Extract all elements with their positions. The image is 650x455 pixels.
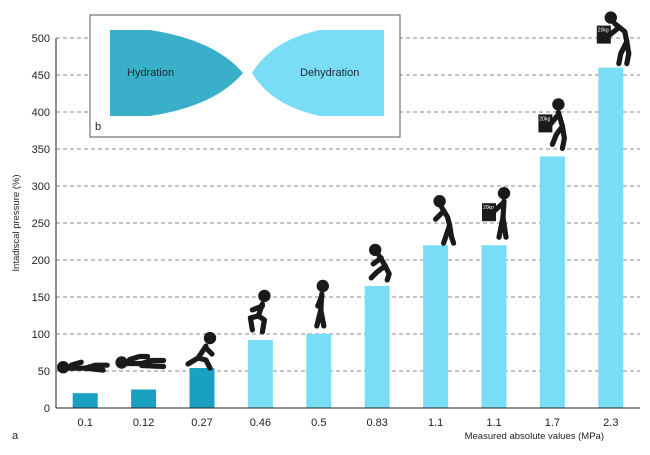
posture-lying-supine-icon bbox=[57, 359, 110, 374]
y-tick-label: 200 bbox=[32, 255, 50, 267]
bar bbox=[481, 245, 507, 408]
y-tick-label: 150 bbox=[32, 292, 50, 304]
figure-head bbox=[369, 243, 382, 257]
bar bbox=[247, 339, 273, 408]
panel-label-a: a bbox=[12, 430, 19, 442]
figure-limb bbox=[370, 255, 384, 267]
x-tick-label: 0.46 bbox=[250, 417, 271, 429]
bar bbox=[598, 67, 624, 408]
figure-limb bbox=[255, 313, 267, 335]
bar bbox=[364, 285, 390, 408]
posture-lying-side-icon bbox=[115, 353, 167, 370]
figure-head bbox=[115, 356, 128, 369]
x-tick-label: 2.3 bbox=[603, 417, 618, 429]
posture-sitting-bent-weight-icon: 20kg bbox=[538, 98, 568, 151]
bars bbox=[72, 67, 624, 408]
weight-label: 20kg bbox=[483, 205, 494, 211]
posture-reclined-sitting-icon bbox=[185, 331, 217, 371]
x-tick-label: 0.12 bbox=[133, 417, 154, 429]
dehydration-label: Dehydration bbox=[300, 67, 359, 79]
figure-head bbox=[433, 195, 446, 208]
figure-head bbox=[316, 279, 329, 293]
figure-limb bbox=[203, 345, 215, 357]
dehydrated-disc-shape bbox=[252, 30, 384, 116]
figure-limb bbox=[126, 353, 151, 363]
figure-head bbox=[203, 331, 217, 345]
figure-limb bbox=[138, 362, 167, 370]
posture-standing-icon bbox=[314, 279, 329, 329]
figure-head bbox=[258, 289, 271, 303]
figure-head bbox=[604, 11, 617, 24]
figure-limb bbox=[249, 303, 265, 313]
y-tick-label: 250 bbox=[32, 218, 50, 230]
y-tick-label: 100 bbox=[32, 329, 50, 341]
y-tick-label: 50 bbox=[38, 366, 50, 378]
bar bbox=[72, 393, 98, 408]
x-tick-label: 0.27 bbox=[191, 417, 212, 429]
figure-limb bbox=[433, 208, 447, 222]
x-axis-title: Measured absolute values (MPa) bbox=[465, 431, 604, 442]
figure-limb bbox=[447, 222, 457, 246]
bar bbox=[423, 245, 449, 408]
weight-label: 20kg bbox=[598, 28, 609, 34]
x-tick-labels: 0.1 0.12 0.27 0.46 0.5 0.83 1.1 1.1 1.7 2.3 bbox=[78, 417, 619, 429]
figure-limb bbox=[138, 357, 167, 367]
hydration-inset: Hydration Dehydration b bbox=[89, 14, 401, 138]
weight-label: 20kg bbox=[539, 116, 550, 122]
y-tick-label: 300 bbox=[32, 181, 50, 193]
posture-figures: 20kg 20kg 20kg bbox=[57, 11, 632, 374]
figure-limb bbox=[624, 38, 632, 67]
x-tick-label: 0.5 bbox=[311, 417, 326, 429]
figure-limb bbox=[491, 200, 506, 214]
x-tick-label: 1.7 bbox=[545, 417, 560, 429]
figure-limb bbox=[82, 365, 106, 373]
bar bbox=[131, 389, 157, 408]
y-tick-label: 400 bbox=[32, 107, 50, 119]
figure-limb bbox=[606, 24, 622, 39]
figure-limb bbox=[368, 263, 388, 281]
bar bbox=[306, 334, 332, 408]
x-tick-label: 0.1 bbox=[78, 417, 93, 429]
figure-limb bbox=[68, 359, 84, 368]
y-tick-label: 450 bbox=[32, 70, 50, 82]
panel-label-b: b bbox=[95, 121, 101, 133]
y-tick-label: 0 bbox=[44, 403, 50, 415]
y-tick-label: 500 bbox=[32, 33, 50, 45]
figure-head bbox=[552, 98, 565, 111]
posture-sitting-bent-icon bbox=[368, 243, 392, 283]
posture-standing-bent-weight-icon: 20kg bbox=[596, 11, 632, 67]
figure-head bbox=[57, 361, 70, 374]
bar bbox=[539, 156, 565, 408]
figure-limb bbox=[318, 307, 327, 329]
figure-head bbox=[497, 187, 511, 200]
figure-limb bbox=[247, 313, 261, 333]
figure-limb bbox=[616, 38, 630, 67]
bar bbox=[189, 368, 215, 408]
figure-limb bbox=[382, 263, 392, 283]
posture-standing-bent-icon bbox=[433, 195, 457, 246]
y-axis-title: Intadiscal pressure (%) bbox=[11, 174, 22, 271]
x-tick-label: 1.1 bbox=[428, 417, 443, 429]
figure-limb bbox=[315, 293, 325, 309]
figure-limb bbox=[559, 123, 568, 151]
figure-limb bbox=[547, 111, 562, 127]
y-tick-labels: 0 50 100 150 200 250 300 350 400 450 500 bbox=[32, 33, 50, 415]
hydration-label: Hydration bbox=[127, 67, 174, 79]
posture-sitting-icon bbox=[247, 289, 271, 335]
weight-box bbox=[596, 25, 611, 44]
hydrated-disc-shape bbox=[110, 30, 243, 116]
posture-standing-holding-weight-icon: 20kg bbox=[482, 187, 511, 240]
weight-box bbox=[482, 203, 496, 222]
weight-box bbox=[538, 114, 553, 133]
x-tick-label: 1.1 bbox=[486, 417, 501, 429]
x-tick-label: 0.83 bbox=[366, 417, 387, 429]
figure-limb bbox=[500, 214, 509, 240]
figure-limb bbox=[195, 355, 213, 371]
y-tick-label: 350 bbox=[32, 144, 50, 156]
